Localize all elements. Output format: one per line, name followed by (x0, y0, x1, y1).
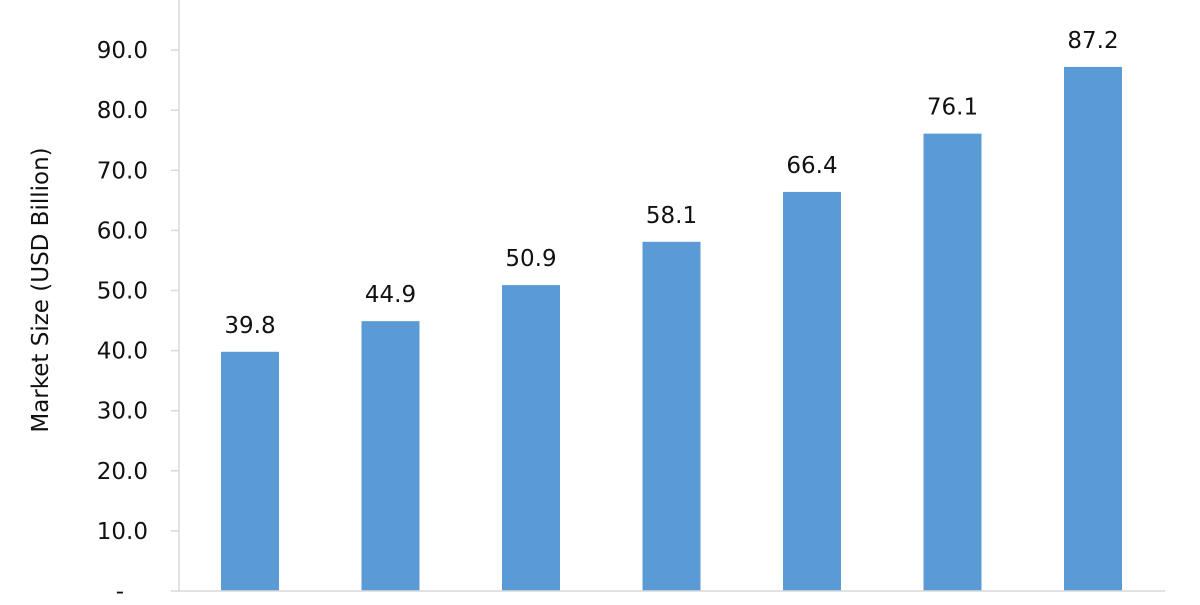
bar (642, 241, 701, 591)
data-label: 44.9 (365, 282, 416, 308)
data-label: 39.8 (224, 313, 275, 339)
y-tick-label: 40.0 (97, 339, 148, 365)
y-tick-label: 100.0 (82, 0, 148, 4)
y-tick-label: 30.0 (97, 399, 148, 425)
data-label: 87.2 (1067, 28, 1118, 54)
bar (783, 191, 841, 591)
bar (221, 351, 279, 591)
y-tick-label: - (116, 579, 124, 600)
data-label: 76.1 (927, 95, 978, 121)
data-label: 50.9 (505, 246, 556, 272)
y-tick-label: 70.0 (97, 158, 148, 184)
y-tick-label: 80.0 (97, 98, 148, 124)
bars (221, 66, 1122, 592)
y-tick-label: 10.0 (97, 519, 148, 545)
y-axis-title: Market Size (USD Billion) (28, 147, 54, 432)
y-tick-label: 50.0 (97, 279, 148, 305)
data-label: 58.1 (646, 203, 697, 229)
y-tick-label: 60.0 (97, 218, 148, 244)
data-labels: 39.8 44.9 50.9 58.1 66.4 76.1 87.2 (224, 28, 1118, 339)
data-label: 66.4 (786, 153, 837, 179)
bar (361, 321, 420, 591)
y-tick-label: 90.0 (97, 38, 148, 64)
bar (1064, 66, 1122, 592)
y-axis-ticks: - 10.0 20.0 30.0 40.0 50.0 60.0 70.0 80.0 90.0 100… (82, 0, 179, 605)
y-tick-label: 20.0 (97, 459, 148, 485)
bar (502, 285, 560, 591)
bar (923, 133, 982, 591)
